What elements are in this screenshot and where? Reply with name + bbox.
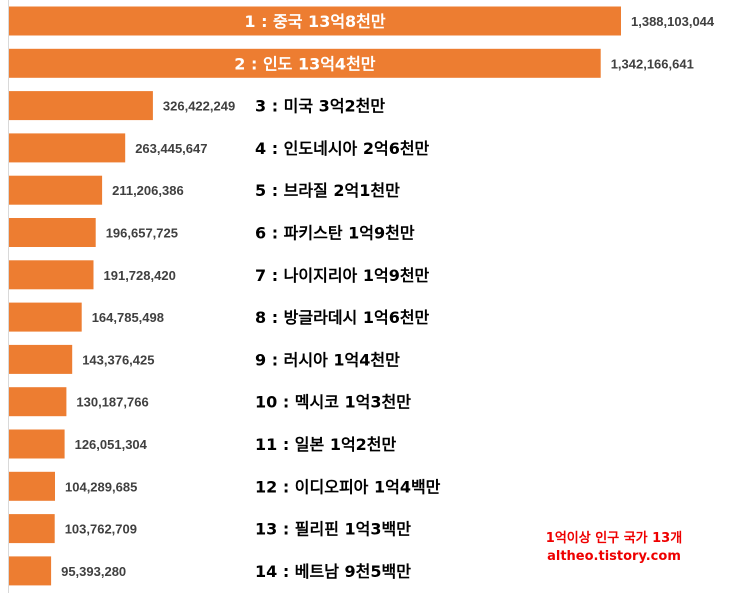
- value-label-5: 211,206,386: [112, 183, 184, 198]
- bars-group: [9, 6, 621, 586]
- category-label-9: 9 : 러시아 1억4천만: [255, 350, 400, 369]
- bar-1: [9, 6, 621, 36]
- value-label-3: 326,422,249: [163, 99, 235, 114]
- bar-8: [9, 302, 82, 332]
- labels-group: 1,388,103,044 1 : 중국 13억8천만 1,342,166,641 2…: [61, 12, 715, 581]
- category-label-6: 6 : 파키스탄 1억9천만: [255, 224, 415, 243]
- value-label-11: 126,051,304: [75, 437, 148, 452]
- bar-4: [9, 133, 126, 163]
- category-label-3: 3 : 미국 3억2천만: [255, 97, 385, 116]
- value-label-4: 263,445,647: [135, 141, 207, 156]
- bar-12: [9, 471, 55, 501]
- value-label-8: 164,785,498: [92, 310, 164, 325]
- bar-9: [9, 344, 73, 374]
- value-label-6: 196,657,725: [106, 226, 178, 241]
- category-label-13: 13 : 필리핀 1억3백만: [255, 520, 411, 539]
- note-line-1: 1억이상 인구 국가 13개: [546, 530, 682, 546]
- category-label-4: 4 : 인도네시아 2억6천만: [255, 139, 430, 158]
- category-label-2: 2 : 인도 13억4천만: [234, 54, 376, 73]
- value-label-1: 1,388,103,044: [631, 14, 715, 29]
- category-label-5: 5 : 브라질 2억1천만: [255, 181, 400, 200]
- value-label-13: 103,762,709: [65, 522, 137, 537]
- bar-14: [9, 556, 52, 586]
- category-label-10: 10 : 멕시코 1억3천만: [255, 393, 411, 412]
- value-label-10: 130,187,766: [76, 395, 148, 410]
- bar-7: [9, 260, 94, 290]
- category-label-14: 14 : 베트남 9천5백만: [255, 562, 411, 581]
- category-label-8: 8 : 방글라데시 1억6천만: [255, 308, 430, 327]
- value-label-9: 143,376,425: [82, 352, 154, 367]
- category-label-12: 12 : 이디오피아 1억4백만: [255, 477, 441, 496]
- value-label-2: 1,342,166,641: [611, 56, 694, 71]
- bar-3: [9, 91, 153, 121]
- category-label-1: 1 : 중국 13억8천만: [244, 12, 386, 31]
- value-label-14: 95,393,280: [61, 564, 126, 579]
- value-label-12: 104,289,685: [65, 479, 137, 494]
- value-label-7: 191,728,420: [104, 268, 176, 283]
- bar-11: [9, 429, 65, 459]
- category-label-7: 7 : 나이지리아 1억9천만: [255, 266, 430, 285]
- category-label-11: 11 : 일본 1억2천만: [255, 435, 397, 454]
- bar-13: [9, 514, 55, 544]
- bar-6: [9, 218, 96, 247]
- bar-5: [9, 175, 103, 205]
- bar-2: [9, 48, 601, 78]
- note-line-2: altheo.tistory.com: [547, 549, 681, 564]
- bar-10: [9, 387, 67, 417]
